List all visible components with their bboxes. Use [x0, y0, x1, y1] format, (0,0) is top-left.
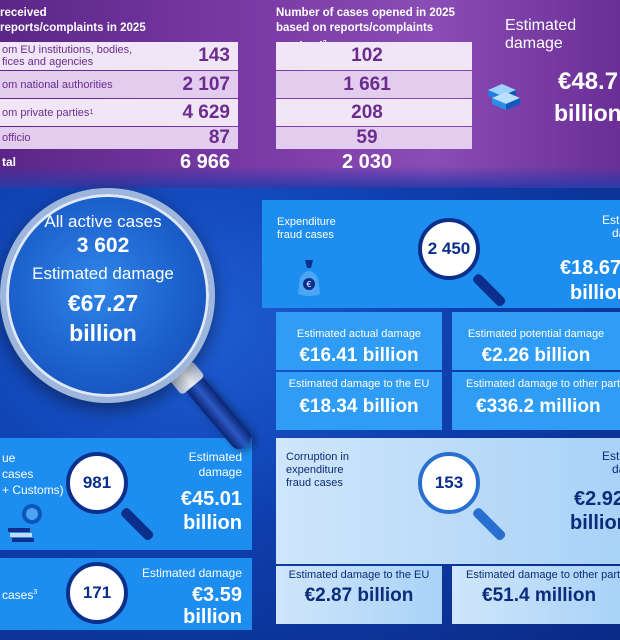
other-cases-label: cases3: [2, 586, 62, 602]
received-row-3-value: 4 629: [182, 101, 230, 123]
other-cases-footnote: 3: [33, 589, 38, 596]
received-row-2: [0, 71, 238, 98]
expenditure-actual-panel: [276, 312, 442, 370]
opened-row-1: [276, 42, 472, 70]
other-cases-damage-value: €3.59: [191, 584, 242, 606]
received-row-1-label: om EU institutions, bodies, fices and ag…: [2, 44, 133, 68]
revenue-label: ue cases + Customs): [2, 451, 64, 497]
active-damage-unit: billion: [69, 320, 137, 346]
received-row-1: [0, 42, 238, 70]
expenditure-eu-panel: [276, 372, 442, 430]
corruption-eu-panel: [276, 566, 442, 624]
expenditure-potential-value: €2.26 billion: [481, 345, 591, 366]
opened-row-2: [276, 71, 472, 98]
received-row-2-value: 2 107: [182, 73, 230, 95]
revenue-panel: [0, 438, 252, 550]
corruption-label: Corruption in expenditure fraud cases: [286, 451, 349, 489]
active-damage-value: €67.27: [67, 290, 139, 316]
other-cases-damage-label: Estimated damage: [141, 566, 242, 580]
corruption-other-label: Estimated damage to other partie: [466, 569, 620, 581]
active-damage-label: Estimated damage: [32, 264, 174, 283]
corruption-damage-unit: billion: [570, 512, 620, 534]
other-cases-count-circle: 171: [66, 562, 128, 624]
received-header: received reports/complaints in 2025: [0, 7, 146, 34]
coins-icon: [8, 502, 44, 544]
received-total-value: 6 966: [179, 150, 230, 173]
opened-row-1-value: 102: [351, 45, 383, 66]
money-stack-icon: [486, 76, 522, 112]
opened-total-value: 2 030: [341, 150, 393, 173]
revenue-damage-label: Estimated damage: [188, 450, 242, 479]
expenditure-eu-label: Estimated damage to the EU: [288, 378, 430, 390]
corruption-other-value: €51.4 million: [482, 585, 597, 606]
expenditure-damage-value: €18.67: [560, 257, 620, 279]
opened-row-3-value: 208: [351, 101, 383, 123]
received-row-4-label: officio: [2, 132, 31, 144]
opened-row-3: [276, 99, 472, 126]
received-total-label: tal: [2, 155, 17, 169]
received-row-1-value: 143: [198, 45, 230, 66]
expenditure-damage-label: Estimat dama: [601, 213, 620, 240]
received-row-4-value: 87: [208, 127, 230, 148]
corruption-damage-label: Estimat dama: [601, 449, 620, 476]
other-cases-damage-unit: billion: [183, 606, 242, 628]
received-row-3-footnote: 1: [89, 108, 94, 116]
revenue-damage-value: €45.01: [180, 488, 242, 510]
svg-text:€: €: [306, 280, 311, 289]
revenue-damage-unit: billion: [183, 512, 242, 534]
expenditure-other-label: Estimated damage to other partie: [466, 378, 620, 390]
received-row-3-label: om private parties 1: [2, 99, 172, 126]
expenditure-actual-value: €16.41 billion: [299, 345, 419, 366]
corruption-count-circle: 153: [418, 452, 480, 514]
expenditure-other-value: €336.2 million: [476, 396, 601, 417]
other-cases-label-text: cases: [2, 588, 34, 602]
opened-row-2-value: 1 661: [343, 73, 391, 95]
corruption-eu-value: €2.87 billion: [304, 585, 414, 606]
corruption-damage-value: €2.92: [574, 488, 620, 510]
revenue-count-circle: 981: [66, 452, 128, 514]
expenditure-damage-unit: billion: [570, 282, 620, 304]
corruption-other-panel: [452, 566, 620, 624]
expenditure-other-panel: [452, 372, 620, 430]
expenditure-label: Expenditure fraud cases: [277, 216, 336, 241]
active-cases-title: All active cases: [44, 212, 162, 231]
received-row-3-label-text: om private parties: [2, 106, 90, 119]
active-cases-count: 3 602: [76, 234, 130, 257]
corruption-eu-label: Estimated damage to the EU: [288, 569, 430, 581]
top-damage-value: €48.7: [558, 68, 619, 95]
opened-row-4: [276, 127, 472, 149]
received-row-2-label: om national authorities: [2, 78, 113, 91]
opened-row-4-value: 59: [356, 127, 378, 148]
expenditure-potential-panel: [452, 312, 620, 370]
top-damage-unit: billion: [554, 100, 620, 126]
expenditure-count-circle: 2 450: [418, 218, 480, 280]
euro-bag-icon: €: [296, 258, 322, 298]
received-row-3: [0, 99, 238, 126]
expenditure-actual-label: Estimated actual damage: [296, 328, 422, 340]
top-damage-label: Estimated damage: [505, 17, 577, 52]
big-magnifier-lens: [0, 188, 215, 403]
received-row-4: [0, 127, 238, 149]
expenditure-potential-label: Estimated potential damage: [467, 328, 605, 340]
expenditure-eu-value: €18.34 billion: [299, 396, 419, 417]
